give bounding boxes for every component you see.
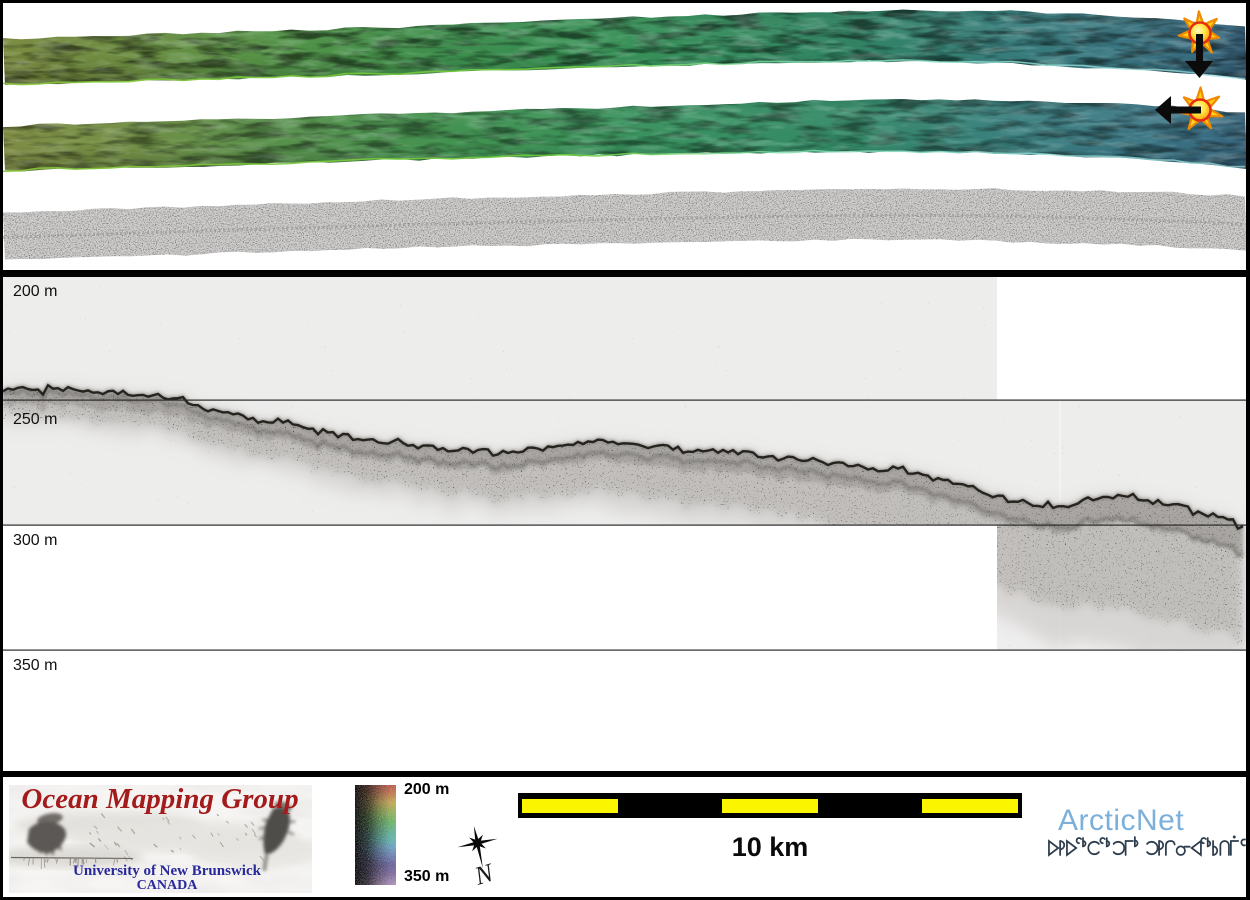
svg-text:CANADA: CANADA [137, 878, 199, 893]
svg-text:University of New Brunswick: University of New Brunswick [73, 863, 262, 879]
svg-text:Ocean Mapping Group: Ocean Mapping Group [21, 785, 298, 815]
svg-text:N: N [470, 857, 498, 891]
